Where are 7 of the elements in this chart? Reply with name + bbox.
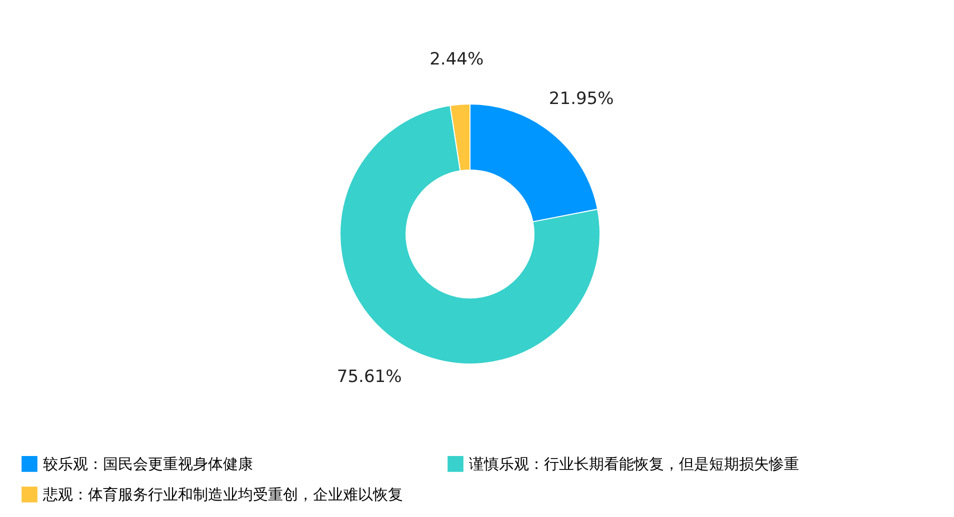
data-label: 75.61% (336, 367, 402, 388)
data-label: 21.95% (548, 88, 614, 109)
legend-label: 谨慎乐观：行业长期看能恢复，但是短期损失惨重 (469, 454, 799, 473)
donut-slice (340, 105, 600, 364)
data-label: 2.44% (430, 50, 484, 70)
legend-label: 较乐观：国民会更重视身体健康 (43, 454, 253, 473)
legend-label: 悲观：体育服务行业和制造业均受重创，企业难以恢复 (42, 486, 403, 504)
